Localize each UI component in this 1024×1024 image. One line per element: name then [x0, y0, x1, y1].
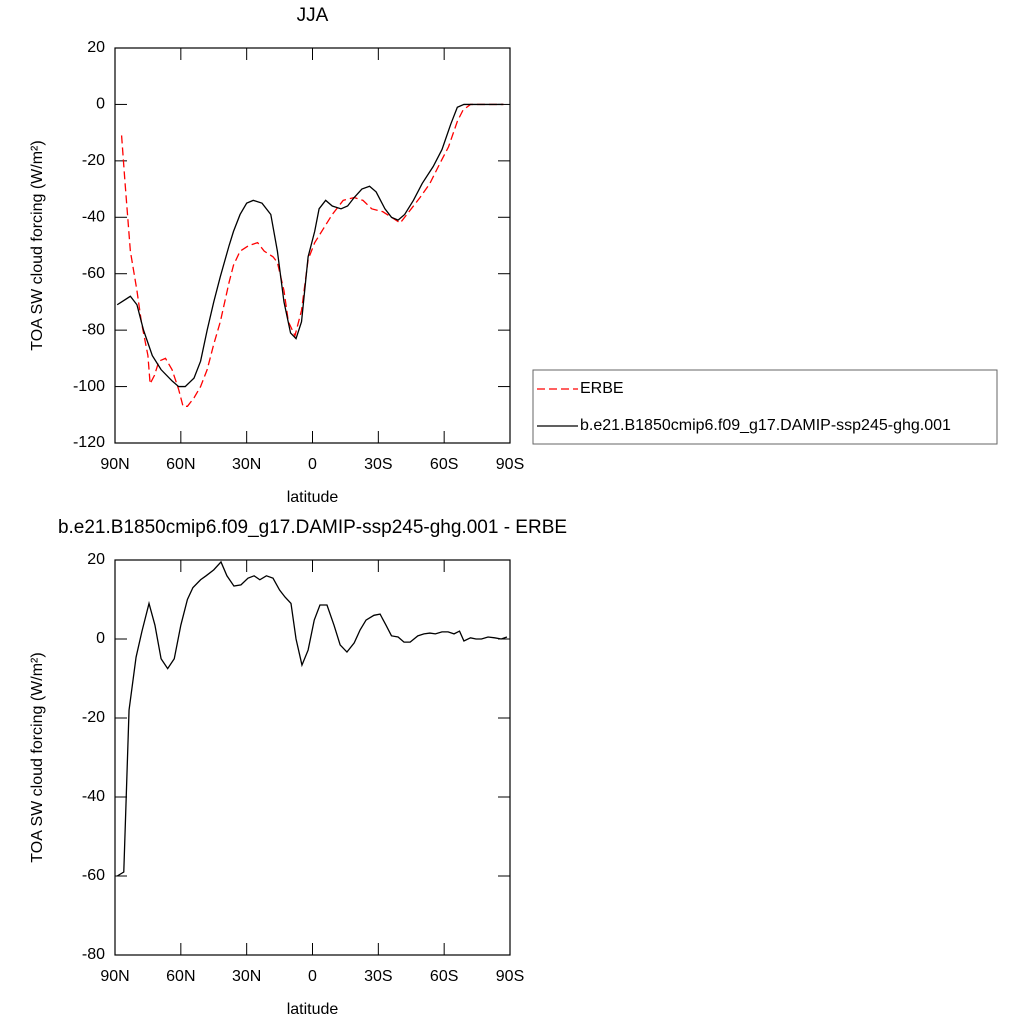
y-tick-label: -20 — [82, 152, 105, 169]
x-tick-label: 30N — [232, 968, 261, 985]
legend-box — [532, 369, 998, 445]
y-tick-label: 20 — [87, 39, 105, 56]
data-line — [116, 103, 504, 388]
y-tick-label: -120 — [73, 434, 105, 451]
chart-title: JJA — [297, 5, 329, 26]
x-tick-label: 60N — [166, 456, 195, 473]
plot-frame — [114, 559, 511, 956]
y-axis-label: TOA SW cloud forcing (W/m²) — [29, 652, 46, 862]
x-axis-label: latitude — [287, 489, 339, 506]
x-tick-label: 30S — [364, 968, 392, 985]
y-tick-label: -20 — [82, 709, 105, 726]
x-tick-label: 60S — [430, 968, 458, 985]
y-tick-label: -40 — [82, 788, 105, 805]
x-tick-label: 60N — [166, 968, 195, 985]
y-tick-label: -60 — [82, 265, 105, 282]
legend-label: b.e21.B1850cmip6.f09_g17.DAMIP-ssp245-gh… — [580, 417, 951, 434]
x-tick-label: 90N — [100, 968, 129, 985]
x-tick-label: 90S — [496, 968, 524, 985]
y-tick-label: -40 — [82, 209, 105, 226]
y-axis-label: TOA SW cloud forcing (W/m²) — [29, 140, 46, 350]
chart-title: b.e21.B1850cmip6.f09_g17.DAMIP-ssp245-gh… — [58, 517, 567, 538]
legend-label: ERBE — [580, 380, 624, 397]
y-tick-label: -60 — [82, 867, 105, 884]
data-line — [116, 560, 508, 877]
x-tick-label: 90S — [496, 456, 524, 473]
x-tick-label: 30N — [232, 456, 261, 473]
y-tick-label: -80 — [82, 321, 105, 338]
y-tick-label: -100 — [73, 378, 105, 395]
x-tick-label: 0 — [308, 456, 317, 473]
data-line — [120, 103, 504, 407]
x-tick-label: 0 — [308, 968, 317, 985]
y-tick-label: 0 — [96, 96, 105, 113]
x-tick-label: 30S — [364, 456, 392, 473]
x-axis-label: latitude — [287, 1001, 339, 1018]
y-tick-label: -80 — [82, 946, 105, 963]
x-tick-label: 90N — [100, 456, 129, 473]
x-tick-label: 60S — [430, 456, 458, 473]
y-tick-label: 20 — [87, 551, 105, 568]
y-tick-label: 0 — [96, 630, 105, 647]
plot-frame — [114, 47, 511, 444]
